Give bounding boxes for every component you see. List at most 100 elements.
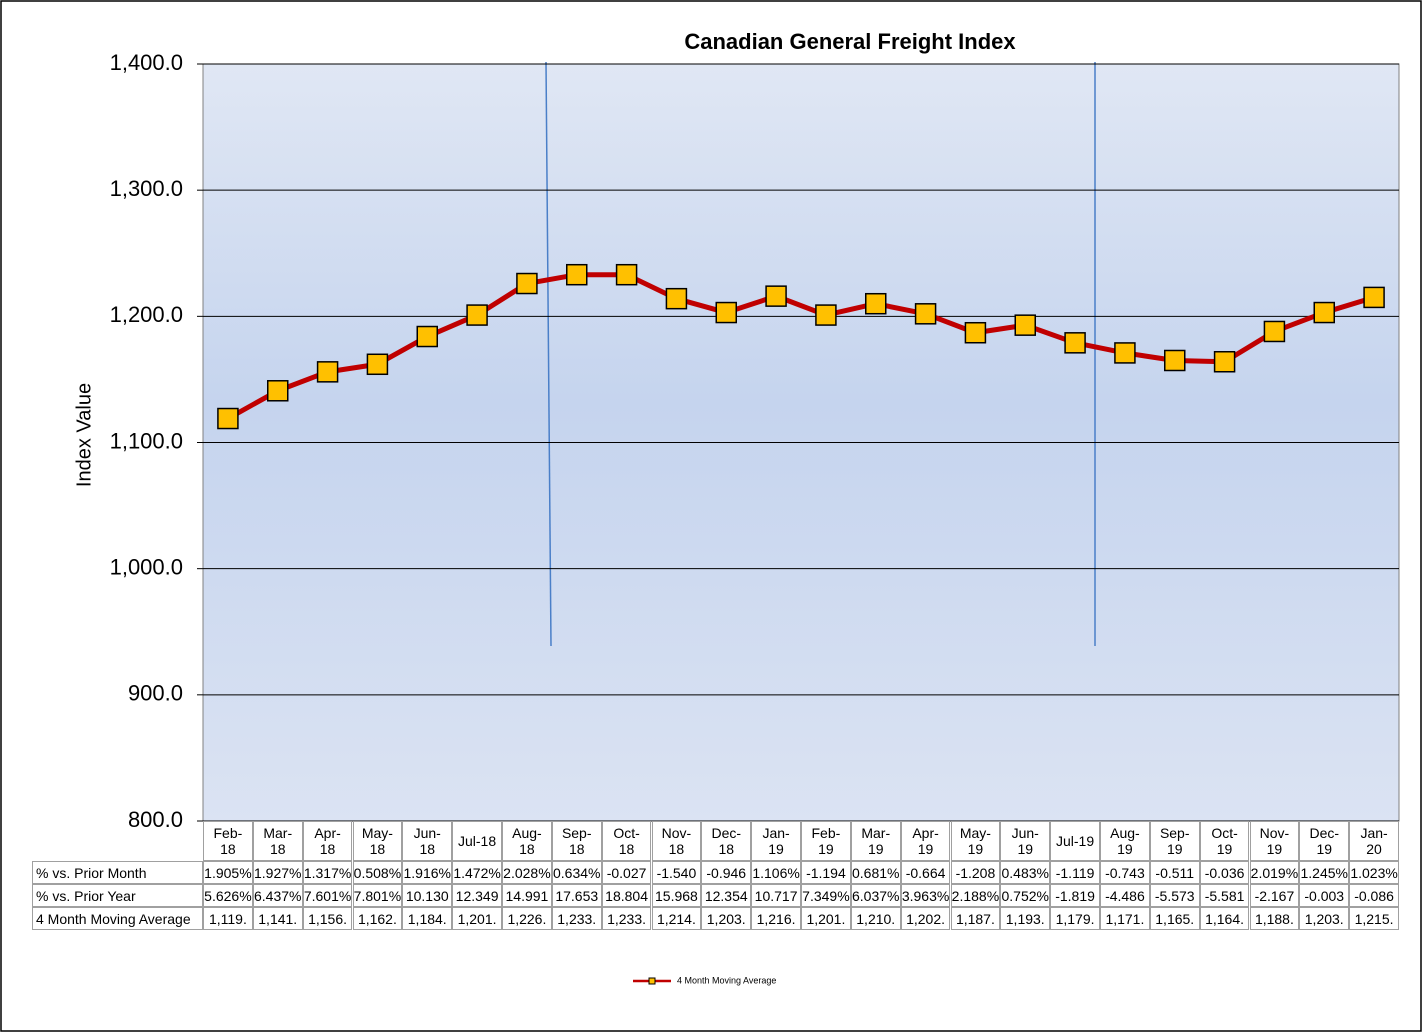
x-tick-label-text: May-19 [959,825,991,857]
y-tick-label: 1,300.0 [110,176,183,201]
marker [765,285,787,307]
table-cell: 1.916% [402,861,453,884]
table-cell: -4.486 [1100,884,1150,907]
table-cell: -0.743 [1100,861,1150,884]
table-cell: -0.086 [1349,884,1399,907]
table-cell: 1,193. [1000,907,1051,930]
x-tick-label: Nov-19 [1249,821,1300,861]
x-tick-label: Aug-18 [502,821,552,861]
x-tick-label: Oct-19 [1199,821,1250,861]
table-cell: -0.003 [1299,884,1350,907]
y-tick-label: 1,100.0 [110,428,183,453]
table-cell: 1,215. [1349,907,1399,930]
x-tick-label-text: Jan-20 [1360,825,1388,857]
marker [665,287,688,310]
x-tick-label-text: Oct-18 [613,825,640,857]
table-cell: 0.752% [1000,884,1051,907]
x-tick-label-text: Jul-18 [457,833,497,849]
table-cell: 1.927% [252,861,303,884]
table-row-label: % vs. Prior Month [32,861,203,884]
table-cell: 1,119. [203,907,253,930]
table-cell: -0.027 [601,861,652,884]
table-cell: -1.819 [1050,884,1100,907]
marker [815,304,837,326]
x-tick-label-text: Jun-18 [413,825,441,857]
x-tick-label: Jan-19 [751,821,801,861]
marker [1263,320,1286,343]
x-tick-label: Dec-18 [701,821,752,861]
table-cell: 7.801% [352,884,403,907]
x-tick-label: Nov-18 [651,821,702,861]
x-tick-label-text: Apr-19 [912,825,939,857]
table-cell: 0.634% [551,861,602,884]
table-cell: 1,156. [302,907,353,930]
x-tick-label: Mar-18 [252,821,303,861]
table-cell: -0.946 [701,861,752,884]
y-tick-label: 800.0 [128,807,183,832]
marker [366,353,389,376]
marker [316,361,339,383]
x-tick-label: Oct-18 [601,821,652,861]
table-cell: 12.354 [701,884,752,907]
table-cell: 12.349 [452,884,502,907]
table-cell: -1.540 [651,861,702,884]
x-tick-label: May-18 [352,821,403,861]
marker [615,263,638,286]
table-row-label: % vs. Prior Year [32,884,203,907]
x-tick-label: Jul-18 [452,821,502,861]
x-tick-label: Sep-18 [551,821,602,861]
table-cell: 3.963% [900,884,951,907]
table-cell: 7.601% [302,884,353,907]
table-cell: 1,171. [1100,907,1150,930]
marker [964,321,987,344]
x-tick-label: Mar-19 [850,821,901,861]
x-tick-label: Sep-19 [1149,821,1200,861]
table-row-label: 4 Month Moving Average [32,907,203,930]
table-cell: 10.130 [402,884,453,907]
table-cell: 5.626% [203,884,253,907]
table-cell: -0.664 [900,861,951,884]
x-tick-label: Feb-18 [203,821,253,861]
y-axis-label: Index Value [73,383,95,487]
x-tick-label-text: Feb-19 [811,825,841,857]
table-cell: 6.037% [850,884,901,907]
x-tick-label-text: Aug-18 [512,825,542,857]
x-tick-label: Apr-19 [900,821,951,861]
table-cell: 1,216. [751,907,801,930]
table-cell: 1.106% [751,861,801,884]
table-cell: 1,184. [402,907,453,930]
x-tick-label: Jun-19 [1000,821,1051,861]
marker [715,301,737,324]
table-cell: 1,214. [651,907,702,930]
table-cell: 1,203. [1299,907,1350,930]
table-cell: 1.245% [1299,861,1350,884]
marker [914,303,937,325]
table-cell: 2.188% [950,884,1001,907]
y-tick-label: 1,400.0 [110,50,183,75]
table-cell: 15.968 [651,884,702,907]
marker [1363,286,1385,309]
x-tick-label-text: Mar-18 [263,825,293,857]
table-cell: 6.437% [252,884,303,907]
table-cell: 0.508% [352,861,403,884]
chart-title: Canadian General Freight Index [684,29,1016,54]
marker [1313,301,1335,324]
table-cell: -1.119 [1050,861,1100,884]
marker [1213,351,1236,373]
x-tick-label-text: Dec-18 [711,825,742,857]
x-tick-label: Dec-19 [1299,821,1350,861]
table-cell: 2.019% [1249,861,1300,884]
x-tick-label-text: Dec-19 [1309,825,1340,857]
x-tick-label: Jul-19 [1050,821,1100,861]
x-tick-label-text: Jun-19 [1011,825,1039,857]
table-cell: 17.653 [551,884,602,907]
table-cell: 1,188. [1249,907,1300,930]
x-tick-label-text: Apr-18 [314,825,341,857]
table-cell: -5.573 [1149,884,1200,907]
annotation-line [545,61,552,647]
table-cell: -0.511 [1149,861,1200,884]
x-tick-label: Feb-19 [801,821,851,861]
table-cell: -2.167 [1249,884,1300,907]
